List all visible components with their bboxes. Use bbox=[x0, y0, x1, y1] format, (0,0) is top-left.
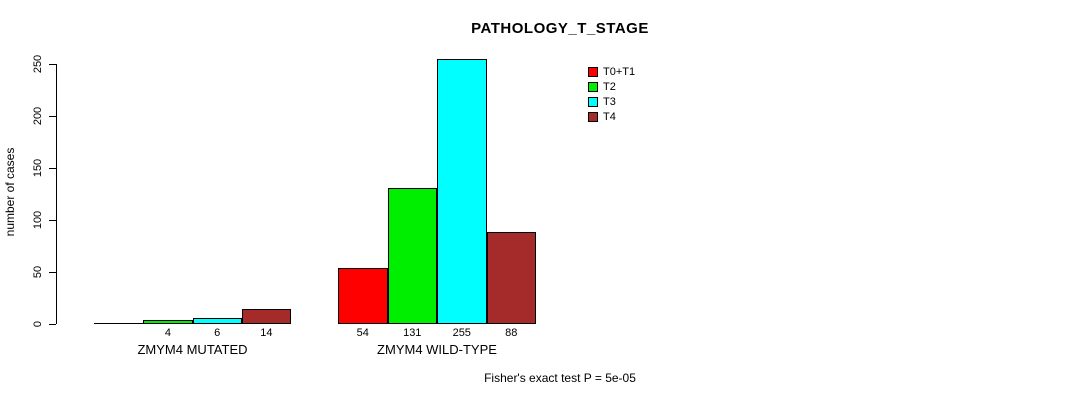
bar-value-label: 6 bbox=[214, 327, 221, 339]
bar-t2 bbox=[143, 320, 193, 324]
bar-t0+t1 bbox=[94, 323, 144, 324]
legend-swatch-icon bbox=[588, 67, 598, 77]
bar-value-label: 255 bbox=[452, 327, 471, 339]
bar-t0+t1 bbox=[338, 268, 388, 324]
y-tick-label: 150 bbox=[32, 158, 44, 178]
bar-t3 bbox=[192, 318, 242, 324]
chart-title: PATHOLOGY_T_STAGE bbox=[471, 20, 649, 37]
y-tick bbox=[49, 272, 56, 273]
y-tick-label: 50 bbox=[32, 265, 44, 279]
bar-value-label: 131 bbox=[403, 327, 422, 339]
y-tick-label: 200 bbox=[32, 106, 44, 126]
y-tick bbox=[49, 168, 56, 169]
legend-label: T0+T1 bbox=[603, 66, 636, 78]
bar-t2 bbox=[387, 188, 437, 324]
bar-value-label: 14 bbox=[260, 327, 273, 339]
y-axis-line bbox=[56, 64, 57, 324]
y-tick-label: 100 bbox=[32, 210, 44, 230]
legend-label: T3 bbox=[603, 96, 616, 108]
y-tick-label: 0 bbox=[32, 320, 44, 328]
bar-value-label: 54 bbox=[356, 327, 369, 339]
legend-label: T2 bbox=[603, 81, 616, 93]
bar-t4 bbox=[486, 232, 536, 324]
legend-swatch-icon bbox=[588, 112, 598, 122]
y-tick-label: 250 bbox=[32, 54, 44, 74]
bar-value-label: 4 bbox=[164, 327, 171, 339]
bar-value-label: 88 bbox=[505, 327, 518, 339]
y-tick bbox=[49, 220, 56, 221]
legend-label: T4 bbox=[603, 111, 616, 123]
x-group-label: ZMYM4 WILD-TYPE bbox=[377, 342, 497, 357]
y-tick bbox=[49, 116, 56, 117]
y-tick bbox=[49, 324, 56, 325]
y-tick bbox=[49, 64, 56, 65]
y-axis-title: number of cases bbox=[3, 147, 17, 237]
bar-t3 bbox=[437, 59, 487, 324]
legend-swatch-icon bbox=[588, 97, 598, 107]
legend-swatch-icon bbox=[588, 82, 598, 92]
bar-t4 bbox=[241, 309, 291, 324]
x-group-label: ZMYM4 MUTATED bbox=[137, 342, 248, 357]
stat-test-annotation: Fisher's exact test P = 5e-05 bbox=[484, 371, 636, 385]
